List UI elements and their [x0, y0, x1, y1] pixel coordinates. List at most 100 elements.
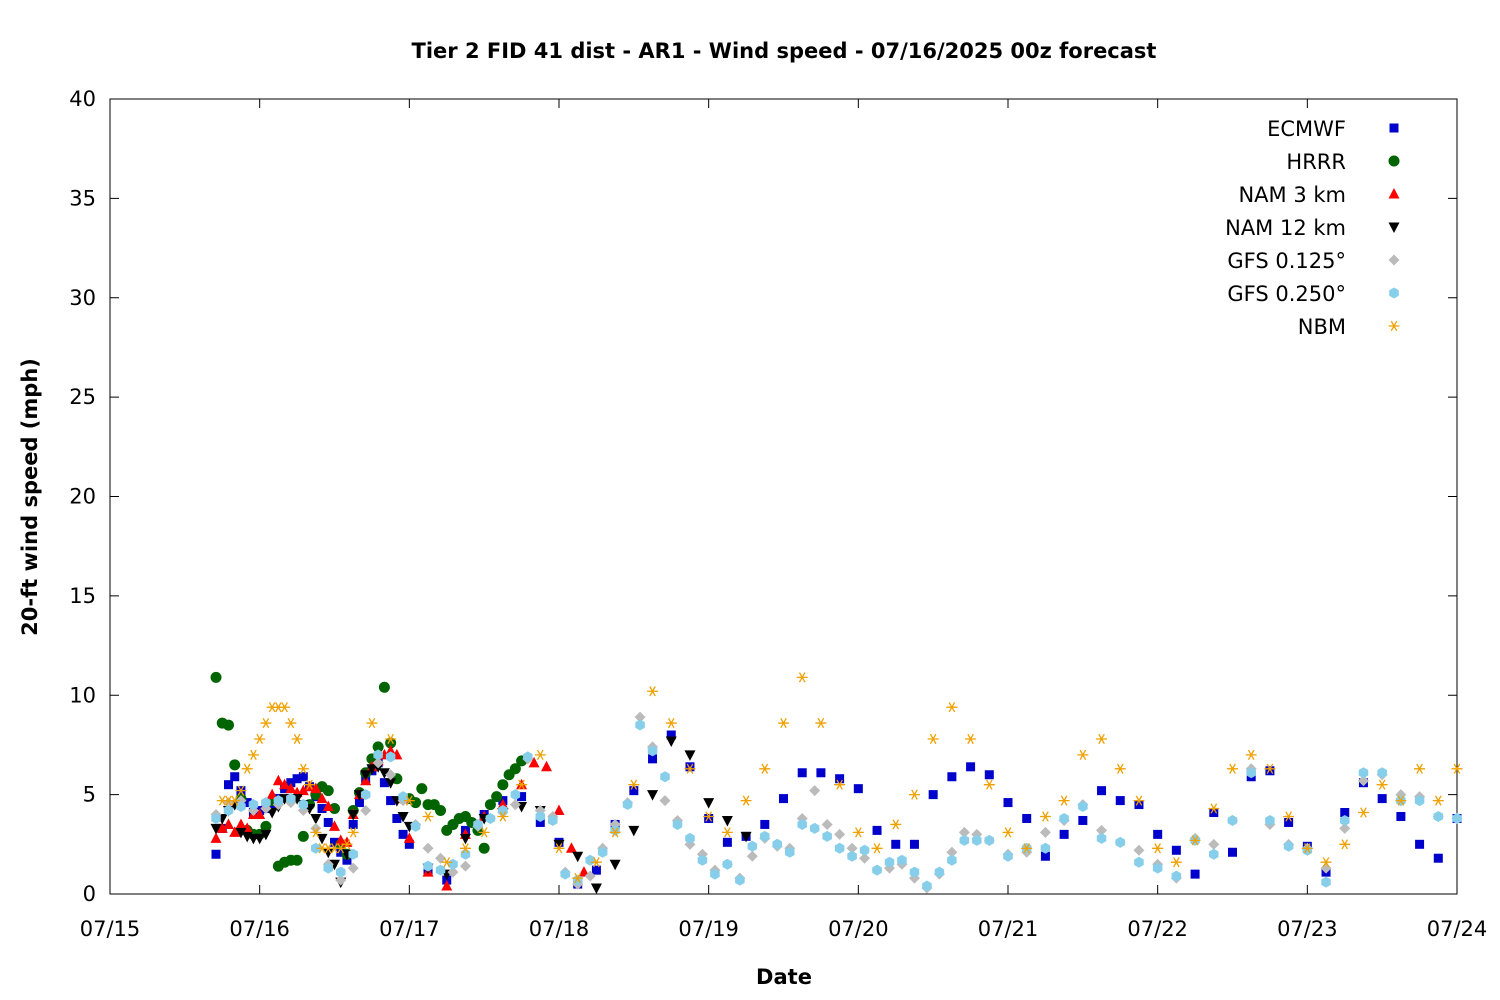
data-point [704, 813, 714, 823]
data-point [721, 815, 733, 827]
data-point [422, 842, 434, 854]
data-point [398, 829, 408, 839]
data-point [972, 834, 982, 846]
data-point [229, 826, 241, 837]
y-tick-label: 5 [83, 783, 96, 807]
x-tick-label: 07/15 [80, 917, 141, 941]
data-point [285, 717, 297, 729]
data-point [884, 856, 895, 868]
data-point [659, 795, 671, 807]
data-point [859, 852, 871, 864]
data-point [778, 717, 789, 729]
data-point [311, 842, 321, 854]
data-point [335, 866, 346, 878]
legend-label: GFS 0.125° [1227, 249, 1346, 273]
data-point [491, 791, 503, 803]
x-tick-label: 07/17 [379, 917, 440, 941]
data-point [330, 837, 339, 847]
data-point [410, 820, 421, 832]
data-point [286, 793, 296, 805]
data-point [1078, 815, 1088, 825]
data-point [922, 880, 932, 892]
data-point [1414, 795, 1425, 807]
x-tick-label: 07/22 [1127, 917, 1188, 941]
data-point [647, 790, 659, 801]
data-point [497, 779, 509, 791]
data-point [298, 772, 308, 782]
data-point [1433, 810, 1444, 822]
data-point [1039, 826, 1051, 838]
data-point [336, 847, 346, 857]
data-point [853, 784, 863, 794]
data-point [740, 795, 752, 806]
data-point [672, 818, 683, 830]
data-point [965, 733, 977, 745]
data-point [1245, 749, 1257, 760]
data-point [760, 819, 770, 829]
data-point [747, 840, 758, 852]
data-point [285, 782, 297, 794]
data-point [809, 822, 820, 834]
data-point [1003, 798, 1013, 808]
data-point [1115, 796, 1125, 806]
data-point [584, 870, 596, 882]
data-point [385, 733, 397, 745]
data-point [684, 750, 696, 761]
data-point [435, 864, 446, 876]
data-point [784, 846, 795, 858]
data-point [958, 826, 970, 838]
data-point [279, 778, 291, 790]
data-point [261, 797, 271, 809]
data-point [211, 812, 221, 824]
data-point [591, 865, 601, 875]
data-point [528, 756, 540, 768]
data-point [329, 820, 340, 831]
data-point [1283, 840, 1294, 852]
legend-marker [1388, 320, 1400, 332]
data-point [722, 858, 733, 870]
data-point [247, 749, 259, 760]
legend-label: NBM [1298, 315, 1346, 339]
data-point [821, 818, 833, 830]
data-point [366, 764, 378, 775]
data-point [360, 805, 372, 817]
data-point [254, 833, 266, 845]
data-point [216, 822, 228, 833]
data-point [510, 789, 521, 801]
data-point [1339, 822, 1351, 834]
data-point [260, 820, 272, 832]
data-point [223, 805, 234, 817]
data-point [1133, 844, 1145, 856]
data-point [1097, 786, 1107, 796]
legend-label: ECMWF [1267, 117, 1346, 141]
data-point [597, 846, 608, 858]
data-point [1265, 814, 1275, 826]
data-point [1096, 832, 1107, 844]
legend-marker [1389, 287, 1399, 299]
data-point [647, 686, 659, 697]
data-point [622, 799, 633, 811]
data-point [310, 822, 322, 834]
data-point [834, 842, 845, 854]
x-tick-label: 07/20 [828, 917, 889, 941]
data-point [385, 751, 396, 763]
data-point [360, 789, 371, 801]
data-point [236, 801, 246, 813]
data-point [441, 857, 453, 868]
data-point [235, 818, 247, 829]
data-point [403, 795, 415, 806]
data-point [1171, 870, 1182, 882]
data-point [266, 788, 278, 800]
data-point [1114, 763, 1126, 774]
data-point [928, 790, 938, 800]
data-point [1227, 814, 1238, 826]
series-gfs-0-250- [211, 719, 1462, 892]
legend-marker [1389, 123, 1399, 133]
data-point [797, 768, 807, 778]
y-tick-label: 40 [69, 87, 96, 111]
data-point [1339, 839, 1351, 850]
data-point [473, 818, 483, 830]
data-point [1039, 811, 1051, 822]
data-point [590, 883, 602, 895]
